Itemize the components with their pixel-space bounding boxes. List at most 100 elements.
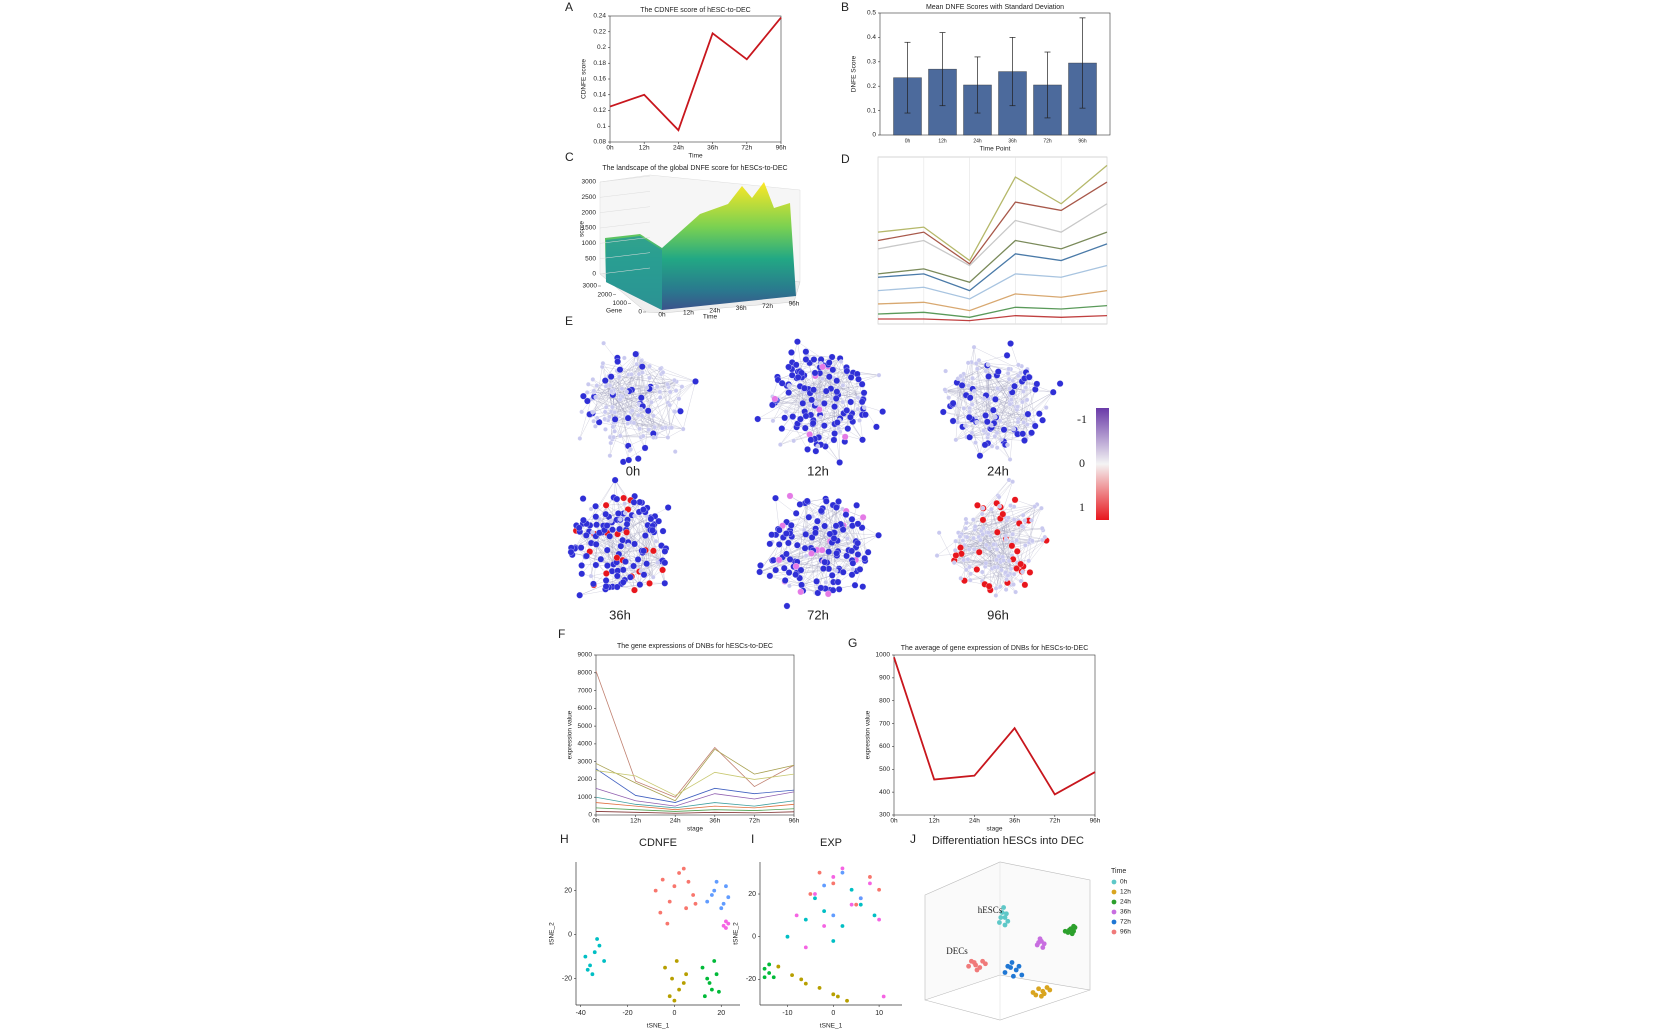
- legend-label: 0h: [1120, 879, 1128, 886]
- network-edge: [678, 381, 696, 399]
- network-node: [1042, 534, 1048, 540]
- network-edge: [633, 391, 660, 423]
- network-node: [854, 520, 862, 528]
- network-node: [1039, 525, 1045, 531]
- x-tick-label: 72h: [749, 818, 760, 825]
- point: [653, 888, 658, 893]
- point: [840, 924, 845, 928]
- network-node: [624, 389, 629, 395]
- y-tick-label: 700: [879, 720, 890, 727]
- network-node: [651, 435, 656, 440]
- network-node: [1007, 386, 1012, 391]
- network-node: [1003, 587, 1009, 592]
- point: [592, 950, 597, 955]
- network-node: [644, 407, 652, 415]
- network-node: [833, 568, 839, 574]
- network-node: [619, 566, 627, 574]
- network-edge: [797, 423, 863, 440]
- network-node: [607, 453, 613, 459]
- network-node: [1008, 397, 1014, 402]
- x-tick-label: 72h: [1049, 818, 1060, 825]
- point: [1067, 927, 1072, 933]
- network-node: [669, 425, 675, 431]
- grid-line: [599, 237, 651, 244]
- network-node: [1039, 416, 1046, 424]
- network-node: [971, 344, 977, 350]
- network-edge: [589, 353, 638, 415]
- point: [709, 893, 714, 897]
- y-tick-label: 2000: [578, 776, 593, 783]
- network-node: [801, 424, 809, 432]
- legend-swatch: [1111, 899, 1117, 905]
- network-node: [785, 539, 792, 547]
- network-label: 72h: [807, 607, 829, 622]
- network-edge: [975, 520, 1019, 527]
- y-tick-label: 8000: [578, 669, 593, 676]
- point: [1002, 915, 1008, 920]
- network-edge: [759, 571, 802, 586]
- network-node: [1011, 582, 1016, 587]
- network-node: [862, 405, 867, 410]
- network-node: [983, 368, 989, 374]
- network-node: [981, 428, 987, 433]
- network-edge: [952, 408, 970, 422]
- network-node: [934, 553, 940, 558]
- network-node: [801, 384, 808, 392]
- network-node: [855, 406, 861, 412]
- x-tick-label: 12h: [929, 818, 940, 825]
- network-edge: [597, 411, 612, 419]
- network-node: [840, 383, 846, 388]
- network-node: [567, 548, 575, 556]
- legend-label: 72h: [1120, 919, 1131, 926]
- network-edge: [995, 569, 1002, 589]
- network-edge: [782, 557, 856, 561]
- x-tick-label: 24h: [969, 818, 980, 825]
- y-tick-label: 400: [879, 789, 890, 796]
- network-node: [849, 559, 857, 567]
- panel-label: A: [565, 0, 573, 14]
- network-node: [603, 546, 611, 554]
- network-node: [619, 578, 627, 586]
- network-node: [966, 547, 972, 552]
- network-graph: [567, 476, 672, 599]
- point: [831, 875, 836, 879]
- legend-swatch: [1111, 889, 1117, 895]
- network-edge: [1013, 539, 1047, 560]
- network-node: [1006, 558, 1012, 564]
- network-edge: [608, 376, 649, 430]
- network-node: [630, 498, 638, 506]
- network-node: [792, 509, 800, 517]
- network-node: [818, 415, 823, 420]
- network-node: [1032, 504, 1038, 509]
- y-tick-label: 0.2: [597, 44, 606, 51]
- network-node: [659, 566, 666, 574]
- network-node: [616, 374, 622, 380]
- network-node: [833, 549, 840, 557]
- network-node: [829, 366, 837, 374]
- network-node: [946, 395, 952, 401]
- point: [672, 998, 677, 1003]
- network-node: [820, 565, 827, 572]
- point: [719, 906, 724, 911]
- y-tick-label: 1000: [578, 794, 593, 801]
- point: [1036, 986, 1041, 992]
- point: [1004, 911, 1009, 917]
- network-edge: [971, 415, 1025, 434]
- x-tick-label: 12h: [639, 145, 650, 152]
- network-node: [1013, 565, 1020, 572]
- y-tick-label: 5000: [578, 723, 593, 730]
- network-node: [613, 495, 621, 503]
- network-label: 36h: [609, 607, 631, 622]
- network-node: [792, 563, 800, 570]
- network-node: [1005, 442, 1010, 448]
- network-node: [828, 572, 836, 579]
- network-edge: [985, 371, 1024, 423]
- network-node: [785, 389, 793, 396]
- network-node: [810, 386, 817, 394]
- network-node: [577, 544, 585, 551]
- x-tick-label: 20: [717, 1010, 725, 1017]
- legend-swatch: [1111, 879, 1117, 885]
- y-axis-label: Gene: [606, 308, 622, 315]
- chart-title: CDNFE: [639, 837, 677, 849]
- network-node: [603, 383, 609, 389]
